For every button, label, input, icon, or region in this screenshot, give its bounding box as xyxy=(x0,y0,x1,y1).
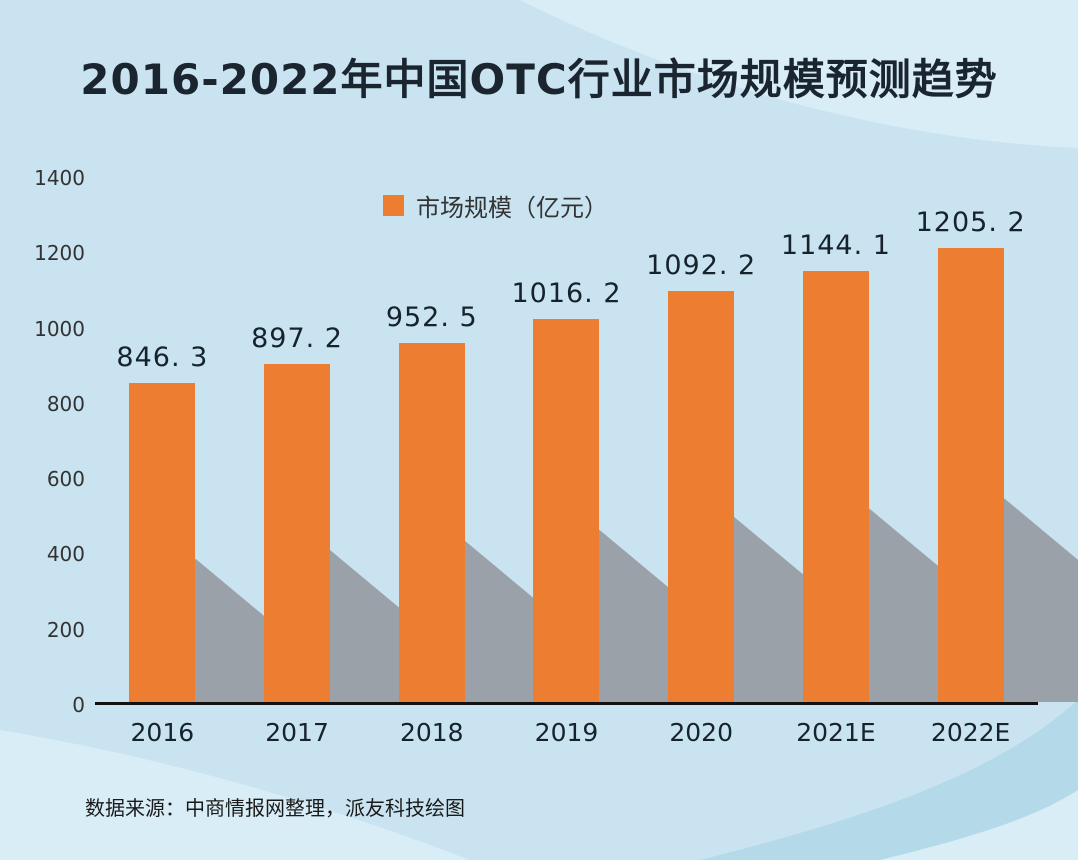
bar-value-label: 952. 5 xyxy=(385,302,478,334)
y-axis-ticks: 0 200 400 600 800 1000 1200 1400 xyxy=(0,166,85,717)
x-axis-label: 2018 xyxy=(399,718,464,747)
bar-value-label: 1092. 2 xyxy=(646,249,757,281)
legend: 市场规模（亿元） xyxy=(383,188,608,223)
bg-curve-top-right xyxy=(520,0,1078,148)
bar-2020 xyxy=(668,290,735,702)
x-axis-label: 2016 xyxy=(130,718,195,747)
x-axis-label: 2022E xyxy=(930,718,1011,747)
y-tick-label: 400 xyxy=(46,542,85,567)
chart-title: 2016-2022年中国OTC行业市场规模预测趋势 xyxy=(80,55,998,104)
y-tick-label: 0 xyxy=(72,693,85,717)
y-tick-label: 800 xyxy=(46,391,85,416)
bar-value-label: 897. 2 xyxy=(251,323,343,355)
bg-curve-bottom-left xyxy=(0,730,470,860)
bar-2017 xyxy=(264,364,331,702)
legend-swatch-icon xyxy=(383,195,404,216)
bar-group: 1205. 2 2022E xyxy=(903,175,1078,747)
plot-area: 846. 3 2016 897. 2 2017 952. 5 2018 1016. 2 201… xyxy=(95,175,1078,747)
bg-curve-bottom-right-teal xyxy=(700,700,1078,860)
x-axis-label: 2020 xyxy=(669,718,733,747)
y-tick-label: 1000 xyxy=(34,316,85,341)
bar-2016 xyxy=(129,383,196,702)
bar-2022E xyxy=(937,248,1004,702)
x-axis-label: 2019 xyxy=(534,718,599,747)
y-tick-label: 200 xyxy=(46,617,85,642)
y-tick-label: 1400 xyxy=(34,166,85,190)
x-axis-label: 2017 xyxy=(265,718,329,747)
y-tick-label: 600 xyxy=(46,467,85,492)
x-axis-label: 2021E xyxy=(796,718,876,747)
bar-2021E xyxy=(802,271,869,702)
y-tick-label: 1200 xyxy=(34,241,85,266)
source-note: 数据来源：中商情报网整理，派友科技绘图 xyxy=(85,796,465,820)
bar-value-label: 1144. 1 xyxy=(780,230,891,262)
bg-curve-bottom-right-light xyxy=(880,790,1078,860)
bar-2018 xyxy=(398,343,465,702)
legend-label: 市场规模（亿元） xyxy=(416,194,608,222)
bar-2019 xyxy=(533,319,600,702)
bar-value-label: 1205. 2 xyxy=(915,207,1026,239)
bar-group: 846. 3 2016 xyxy=(95,175,368,747)
bar-value-label: 846. 3 xyxy=(116,342,209,374)
bar-value-label: 1016. 2 xyxy=(511,278,622,310)
